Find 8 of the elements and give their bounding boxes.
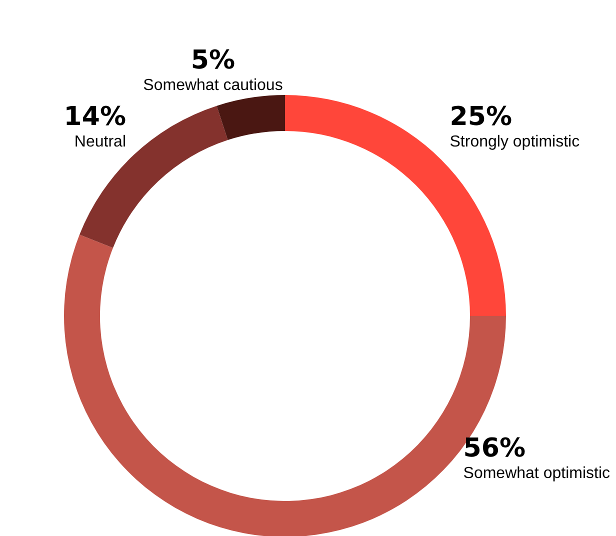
slice-label: Neutral [74,134,126,151]
data-label: 25% [450,102,512,132]
data-label: 5% [190,45,236,76]
data-label: 14% [64,102,126,132]
slice-label: Somewhat cautious [143,76,283,94]
slice-label: Somewhat optimistic [463,465,610,482]
slice-label: Strongly optimistic [450,134,580,151]
data-label: 56% [463,434,526,464]
